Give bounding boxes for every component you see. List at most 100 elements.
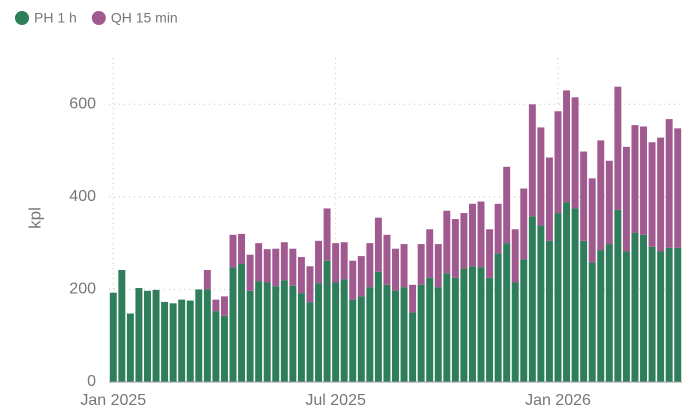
bar-segment [580, 240, 588, 382]
bar-segment [323, 260, 331, 382]
x-tick-label: Jul 2025 [305, 392, 366, 409]
bar-segment [477, 267, 485, 382]
bar-segment [126, 313, 134, 382]
bar-segment [357, 296, 365, 382]
bar-segment [349, 299, 357, 382]
bar-segment [289, 248, 297, 286]
bar-segment [674, 128, 682, 248]
bar-segment [161, 301, 169, 382]
bar-segment [503, 166, 511, 244]
bar-segment [588, 178, 596, 263]
bar-segment [417, 284, 425, 382]
bar-segment [255, 243, 263, 282]
bar-segment [306, 302, 314, 382]
bar-segment [597, 140, 605, 251]
bar-segment [622, 146, 630, 252]
bar-segment [349, 260, 357, 300]
bar-segment [357, 256, 365, 297]
bar-segment [340, 279, 348, 382]
bar-segment [203, 289, 211, 382]
bar-segment [426, 229, 434, 278]
bar-segment [280, 242, 288, 281]
bar-segment [144, 290, 151, 382]
bar-segment [528, 216, 536, 382]
bar-segment [315, 283, 323, 382]
bar-segment [118, 269, 126, 382]
bar-segment [614, 209, 622, 382]
bar-segment [409, 312, 417, 382]
bar-segment [614, 86, 622, 210]
bar-segment [545, 157, 553, 241]
bar-segment [332, 282, 340, 382]
bar-segment [178, 299, 186, 382]
bar-segment [374, 217, 382, 272]
bar-segment [605, 160, 613, 245]
bar-segment [238, 233, 246, 264]
bar-segment [366, 287, 374, 382]
bar-segment [383, 234, 391, 285]
bar-segment [486, 277, 494, 382]
legend-marker [91, 11, 106, 25]
bar-segment [374, 271, 382, 382]
bar-segment [315, 240, 323, 284]
bar-segment [238, 263, 246, 382]
bar-segment [605, 244, 613, 382]
bar-segment [186, 300, 194, 382]
bar-segment [468, 266, 476, 382]
bar-segment [597, 250, 605, 382]
bar-segment [400, 244, 408, 288]
bar-segment [665, 119, 673, 248]
bar-segment [263, 282, 271, 382]
bar-segment [426, 277, 434, 382]
bar-segment [135, 288, 143, 382]
bar-segment [246, 290, 254, 382]
legend-label: PH 1 h [34, 10, 77, 26]
bar-segment [203, 269, 211, 290]
bar-segment [392, 290, 399, 382]
bar-segment [306, 266, 314, 303]
bar-segment [109, 292, 117, 382]
bar-segment [272, 248, 280, 287]
bar-segment [434, 287, 442, 382]
bar-segment [417, 244, 425, 285]
bar-segment [520, 259, 528, 382]
bar-segment [648, 142, 656, 247]
bar-segment [392, 248, 399, 291]
bar-segment [648, 246, 656, 382]
bar-segment [554, 213, 562, 382]
bar-segment [571, 208, 579, 382]
legend-label: QH 15 min [111, 10, 178, 26]
bar-segment [229, 234, 237, 268]
bar-segment [400, 287, 408, 382]
bar-segment [297, 293, 305, 382]
bar-segment [280, 280, 288, 382]
bar-segment [640, 126, 647, 235]
bar-segment [657, 137, 665, 252]
bar-segment [212, 311, 220, 382]
bar-segment [468, 203, 476, 267]
bar-segment [520, 188, 528, 260]
bar-segment [640, 234, 647, 382]
bar-segment [460, 213, 468, 269]
x-tick-label: Jan 2025 [80, 392, 146, 409]
bar-segment [443, 210, 451, 274]
bar-segment [255, 281, 263, 382]
bar-segment [494, 203, 502, 254]
bar-segment [674, 247, 682, 382]
bar-segment [631, 232, 639, 382]
bar-segment [486, 229, 494, 278]
y-axis-label: kpl [25, 207, 44, 229]
y-tick-label: 600 [69, 96, 96, 113]
bar-segment [383, 284, 391, 382]
bar-segment [272, 286, 280, 382]
bar-segment [622, 251, 630, 382]
bar-segment [212, 299, 220, 312]
bar-segment [451, 219, 459, 278]
bar-segment [665, 247, 673, 382]
bar-segment [246, 254, 254, 291]
bar-segment [477, 201, 485, 268]
bar-segment [409, 284, 417, 313]
bar-segment [563, 202, 571, 382]
bar-segment [366, 243, 374, 288]
